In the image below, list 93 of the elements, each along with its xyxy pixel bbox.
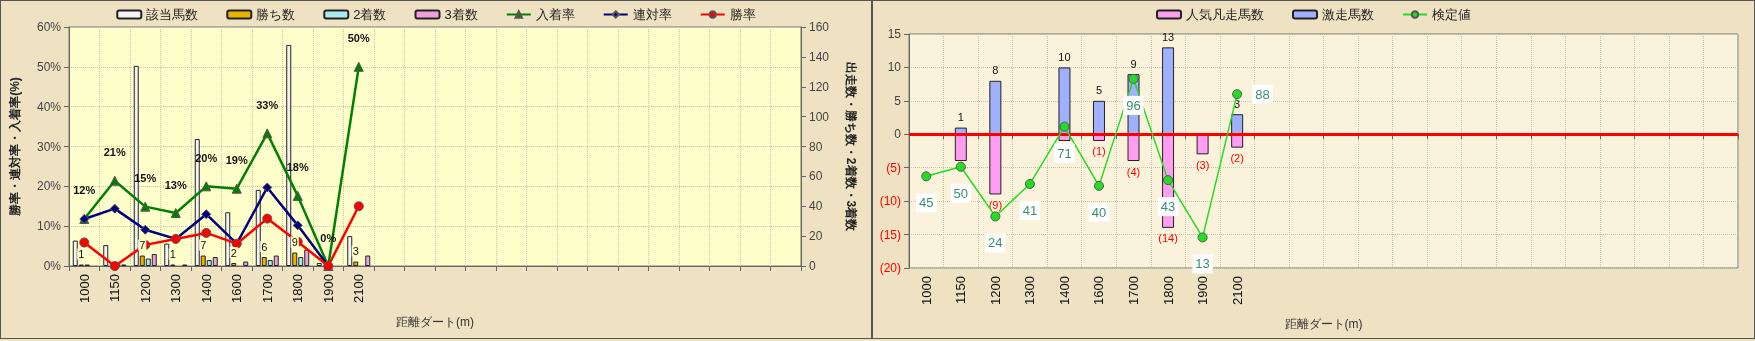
x-tick-label: 1700 xyxy=(259,274,275,303)
y2-tick-label: 0 xyxy=(809,259,816,273)
data-label: 13 xyxy=(1195,256,1210,272)
x-tick-label: 1900 xyxy=(1195,276,1211,305)
y-tick-label: 10% xyxy=(36,219,62,234)
data-label: 33% xyxy=(256,98,279,111)
y2-tick-label: 20 xyxy=(809,229,823,244)
data-label: 24 xyxy=(988,235,1003,251)
y-tick-label: (5) xyxy=(886,160,901,175)
y-tick-label: 0 xyxy=(894,127,902,142)
data-label: 2 xyxy=(230,246,237,259)
data-label: (1) xyxy=(1092,145,1106,158)
x-tick-label: 1300 xyxy=(1022,276,1038,305)
legend-label: 入着率 xyxy=(535,7,575,22)
data-label: 50% xyxy=(347,32,370,45)
data-label: 7 xyxy=(139,239,146,252)
data-label: 1 xyxy=(169,248,176,261)
data-label: 1 xyxy=(78,248,85,261)
y-tick-label: 60% xyxy=(36,20,62,34)
y-tick-label: 5 xyxy=(894,93,902,108)
x-tick-label: 1400 xyxy=(1056,276,1072,305)
y-tick-label: (15) xyxy=(879,227,901,242)
data-label: (2) xyxy=(1230,152,1244,165)
x-tick-label: 1000 xyxy=(918,276,934,305)
x-tick-label: 1400 xyxy=(198,274,214,303)
data-label: (4) xyxy=(1126,165,1141,178)
data-label: 50 xyxy=(953,185,969,201)
data-label: 9 xyxy=(1130,57,1137,70)
y-tick-label: 15 xyxy=(887,27,902,41)
x-tick-label: 1000 xyxy=(76,274,92,303)
data-label: 13% xyxy=(164,178,187,191)
data-label: 8 xyxy=(992,64,999,77)
legend-label: 検定値 xyxy=(1432,7,1471,22)
y2-tick-label: 160 xyxy=(809,20,830,34)
legend-label: 3着数 xyxy=(444,7,478,22)
legend-label: 2着数 xyxy=(353,7,387,22)
legend-label: 人気凡走馬数 xyxy=(1186,7,1264,22)
data-label: (14) xyxy=(1158,232,1178,245)
x-tick-label: 1150 xyxy=(953,276,969,304)
y2-tick-label: 60 xyxy=(809,169,823,184)
data-label: 41 xyxy=(1022,202,1038,218)
x-tick-label: 1700 xyxy=(1126,276,1142,305)
y2-tick-label: 140 xyxy=(809,49,830,64)
data-label: 21% xyxy=(103,146,126,159)
y2-axis-title: 出走数・勝ち数・2着数・3着数 xyxy=(844,61,858,233)
x-tick-label: 1600 xyxy=(229,274,245,303)
x-tick-label: 1800 xyxy=(290,274,306,303)
y-tick-label: (10) xyxy=(879,194,901,209)
x-tick-label: 2100 xyxy=(351,274,367,303)
data-label: 5 xyxy=(1095,84,1103,97)
data-label: 19% xyxy=(225,154,248,167)
data-label: 96 xyxy=(1126,97,1141,113)
y-tick-label: 40% xyxy=(36,99,62,114)
x-tick-label: 1150 xyxy=(107,274,123,302)
x-tick-label: 1800 xyxy=(1160,276,1176,305)
data-label: 3 xyxy=(352,245,359,258)
x-tick-label: 2100 xyxy=(1229,276,1245,305)
y-tick-label: 10 xyxy=(887,60,902,75)
legend-label: 激走馬数 xyxy=(1322,7,1374,22)
y-tick-label: 30% xyxy=(36,139,62,154)
legend-label: 勝率 xyxy=(729,7,756,22)
x-tick-label: 1200 xyxy=(137,274,153,303)
data-label: 45 xyxy=(919,195,934,211)
data-label: 6 xyxy=(261,240,268,253)
data-label: 7 xyxy=(200,239,207,252)
y2-tick-label: 80 xyxy=(809,139,823,154)
x-axis-title: 距離ダート(m) xyxy=(396,315,474,329)
legend-label: 連対率 xyxy=(632,7,672,22)
y2-tick-label: 100 xyxy=(809,109,830,124)
data-label: 43 xyxy=(1160,199,1176,215)
x-tick-label: 1600 xyxy=(1091,276,1107,305)
y-tick-label: 50% xyxy=(36,59,62,74)
legend-label: 勝ち数 xyxy=(256,7,296,22)
x-tick-label: 1300 xyxy=(168,274,184,303)
data-label: 9 xyxy=(291,236,298,249)
x-tick-label: 1200 xyxy=(987,276,1003,305)
data-label: (3) xyxy=(1195,158,1210,171)
data-label: 13 xyxy=(1161,30,1175,43)
data-label: 40 xyxy=(1091,204,1107,220)
data-label: 10 xyxy=(1058,50,1071,63)
y-axis-title: 勝率・連対率・入着率(%) xyxy=(8,77,22,217)
y-tick-label: (20) xyxy=(879,261,901,275)
y-tick-label: 0% xyxy=(43,259,62,273)
y-tick-label: 20% xyxy=(36,179,62,194)
x-axis-title: 距離ダート(m) xyxy=(1284,317,1363,331)
y2-tick-label: 120 xyxy=(809,79,830,94)
legend-label: 該当馬数 xyxy=(146,7,199,22)
y2-tick-label: 40 xyxy=(809,199,823,214)
data-label: 71 xyxy=(1057,145,1072,161)
data-label: 1 xyxy=(957,111,964,124)
data-label: 88 xyxy=(1255,86,1270,102)
x-tick-label: 1900 xyxy=(320,274,336,303)
data-label: 12% xyxy=(73,184,96,197)
